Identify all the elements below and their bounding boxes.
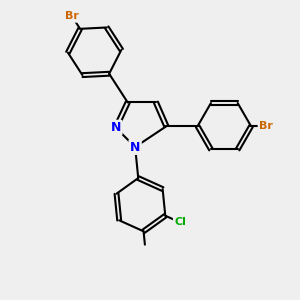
Text: Br: Br [259, 121, 273, 131]
Text: N: N [111, 121, 121, 134]
Text: Cl: Cl [174, 218, 186, 227]
Text: Br: Br [65, 11, 79, 21]
Text: N: N [130, 140, 140, 154]
